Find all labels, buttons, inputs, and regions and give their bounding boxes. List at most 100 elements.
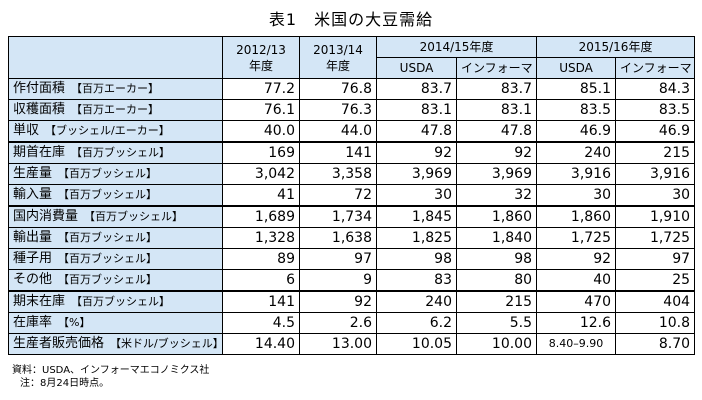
row-unit-text: 【百万ブッシェル】 bbox=[58, 188, 158, 201]
table-cell: 10.05 bbox=[376, 333, 457, 355]
table-cell: 215 bbox=[615, 141, 696, 164]
table-cell: 83.1 bbox=[376, 99, 457, 121]
row-unit-text: 【百万エーカー】 bbox=[71, 82, 160, 95]
table-title: 表1 米国の大豆需給 bbox=[268, 10, 434, 29]
table-cell: 8.40–9.90 bbox=[536, 333, 617, 355]
table-cell: 83.1 bbox=[455, 99, 538, 121]
table-cell: 215 bbox=[455, 290, 538, 313]
table-cell: 44.0 bbox=[299, 120, 377, 143]
table-cell: 14.40 bbox=[222, 333, 300, 355]
table-cell: 10.8 bbox=[615, 312, 696, 334]
table-row: 在庫率 【%】 4.5 2.6 6.2 5.5 12.6 10.8 bbox=[8, 312, 696, 334]
table-row: その他 【百万ブッシェル】 6 9 83 80 40 25 bbox=[8, 269, 696, 292]
row-label: その他 【百万ブッシェル】 bbox=[8, 269, 223, 292]
row-label-text: 生産者販売価格 bbox=[13, 336, 105, 351]
table-cell: 1,328 bbox=[222, 227, 300, 249]
table-cell: 1,910 bbox=[615, 205, 696, 228]
table-row: 国内消費量 【百万ブッシェル】 1,689 1,734 1,845 1,860 1,860 1… bbox=[8, 205, 696, 228]
table-cell: 98 bbox=[376, 248, 457, 270]
row-label-text: 在庫率 bbox=[13, 315, 53, 330]
table-cell: 80 bbox=[455, 269, 538, 292]
row-label-text: 期末在庫 bbox=[13, 294, 66, 309]
table-cell: 47.8 bbox=[376, 120, 457, 143]
table-row: 生産者販売価格 【米ドル/ブッシェル】 14.40 13.00 10.05 10.00 8.… bbox=[8, 333, 696, 355]
table-cell: 76.3 bbox=[299, 99, 377, 121]
table-cell: 97 bbox=[299, 248, 377, 270]
table-cell: 240 bbox=[536, 141, 617, 164]
table-cell: 141 bbox=[222, 290, 300, 313]
row-label: 期首在庫 【百万ブッシェル】 bbox=[8, 141, 223, 164]
table-cell: 2.6 bbox=[299, 312, 377, 334]
table-cell: 141 bbox=[299, 141, 377, 164]
row-label: 種子用 【百万ブッシェル】 bbox=[8, 248, 223, 270]
table-cell: 92 bbox=[376, 141, 457, 164]
header-2012-13: 2012/13 年度 bbox=[222, 36, 300, 79]
table-cell: 83.5 bbox=[536, 99, 617, 121]
table-cell: 10.00 bbox=[455, 333, 538, 355]
table-cell: 6 bbox=[222, 269, 300, 292]
header-row-2: USDA インフォーマ USDA インフォーマ bbox=[9, 57, 696, 79]
table-cell: 6.2 bbox=[376, 312, 457, 334]
table-row: 収穫面積 【百万エーカー】 76.1 76.3 83.1 83.1 83.5 83.5 bbox=[8, 99, 696, 121]
row-label-text: 作付面積 bbox=[13, 81, 66, 96]
table-cell: 1,638 bbox=[299, 227, 377, 249]
table-cell: 41 bbox=[222, 184, 300, 207]
source-note: 資料：USDA、インフォーマエコノミクス社 bbox=[12, 365, 210, 376]
soybean-supply-demand-table: 2012/13 年度 2013/14 年度 2014/15年度 2015/16年… bbox=[8, 36, 696, 355]
table-row: 作付面積 【百万エーカー】 77.2 76.8 83.7 83.7 85.1 84.3 bbox=[8, 78, 696, 100]
row-unit-text: 【米ドル/ブッシェル】 bbox=[110, 337, 223, 350]
header-2014-15: 2014/15年度 bbox=[375, 36, 538, 58]
table-cell: 98 bbox=[455, 248, 538, 270]
row-label: 輸入量 【百万ブッシェル】 bbox=[8, 184, 223, 207]
table-cell: 1,860 bbox=[455, 205, 538, 228]
table-cell: 470 bbox=[536, 290, 617, 313]
table-cell: 3,042 bbox=[222, 163, 300, 185]
table-cell: 97 bbox=[615, 248, 696, 270]
table-cell: 25 bbox=[615, 269, 696, 292]
header-blank-cell bbox=[8, 36, 223, 79]
row-label: 収穫面積 【百万エーカー】 bbox=[8, 99, 223, 121]
table-cell: 12.6 bbox=[536, 312, 617, 334]
table-cell: 1,860 bbox=[536, 205, 617, 228]
row-label-text: 輸入量 bbox=[13, 187, 53, 202]
table-cell: 83.7 bbox=[455, 78, 538, 100]
row-unit-text: 【百万ブッシェル】 bbox=[58, 167, 158, 180]
row-label-text: 期首在庫 bbox=[13, 145, 66, 160]
table-cell: 83.7 bbox=[376, 78, 457, 100]
table-cell: 30 bbox=[615, 184, 696, 207]
row-unit-text: 【百万ブッシェル】 bbox=[71, 146, 171, 159]
row-unit-text: 【百万ブッシェル】 bbox=[58, 252, 158, 265]
table-cell: 1,734 bbox=[299, 205, 377, 228]
row-label: 期末在庫 【百万ブッシェル】 bbox=[8, 290, 223, 313]
table-cell: 47.8 bbox=[455, 120, 538, 143]
table-row: 輸入量 【百万ブッシェル】 41 72 30 32 30 30 bbox=[8, 184, 696, 207]
table-cell: 76.1 bbox=[222, 99, 300, 121]
table-cell: 3,358 bbox=[299, 163, 377, 185]
table-notes: 資料：USDA、インフォーマエコノミクス社 注：8月24日時点。 bbox=[12, 364, 209, 390]
row-label-text: 輸出量 bbox=[13, 230, 53, 245]
table-cell: 40 bbox=[536, 269, 617, 292]
row-label-text: 単収 bbox=[13, 123, 40, 138]
table-cell: 8.70 bbox=[615, 333, 696, 355]
row-label: 在庫率 【%】 bbox=[8, 312, 223, 334]
table-cell: 40.0 bbox=[222, 120, 300, 143]
table-row: 生産量 【百万ブッシェル】 3,042 3,358 3,969 3,969 3,916 3,9… bbox=[8, 163, 696, 185]
header-2013-14: 2013/14 年度 bbox=[299, 36, 377, 79]
table-cell: 13.00 bbox=[299, 333, 377, 355]
header-2015-16: 2015/16年度 bbox=[536, 36, 696, 58]
row-unit-text: 【百万エーカー】 bbox=[71, 103, 160, 116]
header-informa-2014: インフォーマ bbox=[455, 57, 538, 79]
table-cell: 46.9 bbox=[536, 120, 617, 143]
table-cell: 9 bbox=[299, 269, 377, 292]
table-cell: 83.5 bbox=[615, 99, 696, 121]
table-cell: 1,840 bbox=[455, 227, 538, 249]
row-unit-text: 【ブッシェル/エーカー】 bbox=[45, 124, 170, 137]
table-cell: 32 bbox=[455, 184, 538, 207]
table-cell: 72 bbox=[299, 184, 377, 207]
table-cell: 46.9 bbox=[615, 120, 696, 143]
table-cell: 1,725 bbox=[536, 227, 617, 249]
header-usda-2014: USDA bbox=[376, 57, 457, 79]
row-label: 作付面積 【百万エーカー】 bbox=[8, 78, 223, 100]
table-row: 輸出量 【百万ブッシェル】 1,328 1,638 1,825 1,840 1,725 1,7… bbox=[8, 227, 696, 249]
table-cell: 1,689 bbox=[222, 205, 300, 228]
